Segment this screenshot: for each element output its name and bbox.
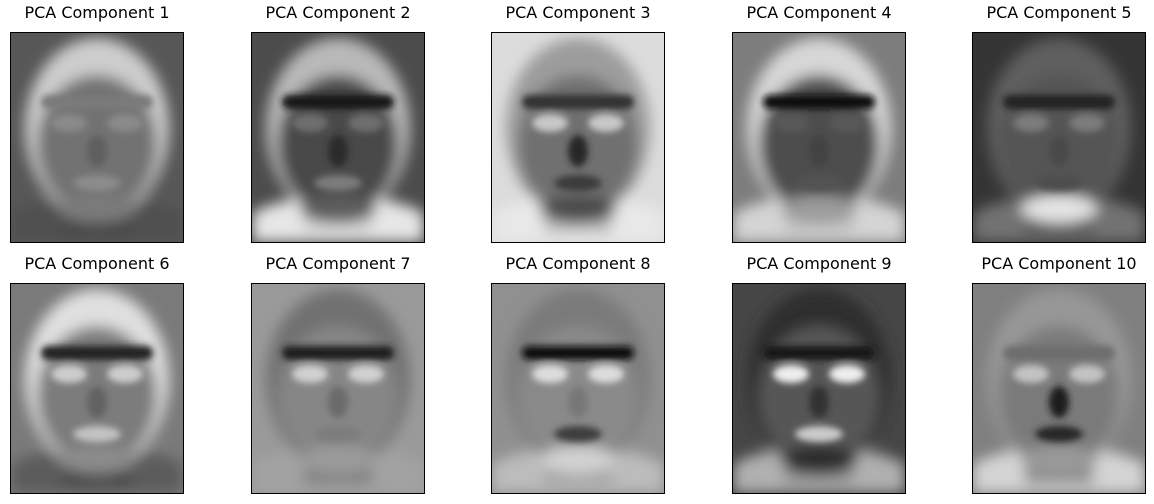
eigenface-image	[252, 284, 424, 493]
pca-component-panel-9: PCA Component 9	[732, 253, 906, 494]
pca-component-panel-3: PCA Component 3	[491, 2, 665, 243]
pca-component-panel-7: PCA Component 7	[251, 253, 425, 494]
pca-component-image-2	[251, 32, 425, 243]
pca-component-image-3	[491, 32, 665, 243]
eigenface-image	[733, 33, 905, 242]
eigenface-image	[252, 33, 424, 242]
pca-component-image-10	[972, 283, 1146, 494]
pca-component-title-7: PCA Component 7	[265, 254, 411, 273]
pca-component-title-4: PCA Component 4	[746, 3, 892, 22]
pca-component-panel-4: PCA Component 4	[732, 2, 906, 243]
pca-component-title-3: PCA Component 3	[505, 3, 651, 22]
pca-component-image-9	[732, 283, 906, 494]
eigenface-image	[733, 284, 905, 493]
pca-component-image-6	[10, 283, 184, 494]
pca-component-title-9: PCA Component 9	[746, 254, 892, 273]
pca-component-panel-1: PCA Component 1	[10, 2, 184, 243]
pca-component-panel-6: PCA Component 6	[10, 253, 184, 494]
pca-component-image-7	[251, 283, 425, 494]
pca-component-image-8	[491, 283, 665, 494]
pca-component-image-1	[10, 32, 184, 243]
pca-component-panel-2: PCA Component 2	[251, 2, 425, 243]
eigenface-image	[973, 33, 1145, 242]
pca-component-title-5: PCA Component 5	[986, 3, 1132, 22]
pca-component-image-5	[972, 32, 1146, 243]
pca-component-title-10: PCA Component 10	[981, 254, 1137, 273]
eigenface-image	[492, 33, 664, 242]
eigenface-image	[11, 284, 183, 493]
pca-component-title-6: PCA Component 6	[24, 254, 170, 273]
pca-component-image-4	[732, 32, 906, 243]
pca-component-panel-10: PCA Component 10	[972, 253, 1146, 494]
pca-component-title-1: PCA Component 1	[24, 3, 170, 22]
pca-component-title-8: PCA Component 8	[505, 254, 651, 273]
eigenface-image	[492, 284, 664, 493]
pca-component-panel-8: PCA Component 8	[491, 253, 665, 494]
pca-component-title-2: PCA Component 2	[265, 3, 411, 22]
eigenface-image	[973, 284, 1145, 493]
eigenface-image	[11, 33, 183, 242]
pca-component-panel-5: PCA Component 5	[972, 2, 1146, 243]
